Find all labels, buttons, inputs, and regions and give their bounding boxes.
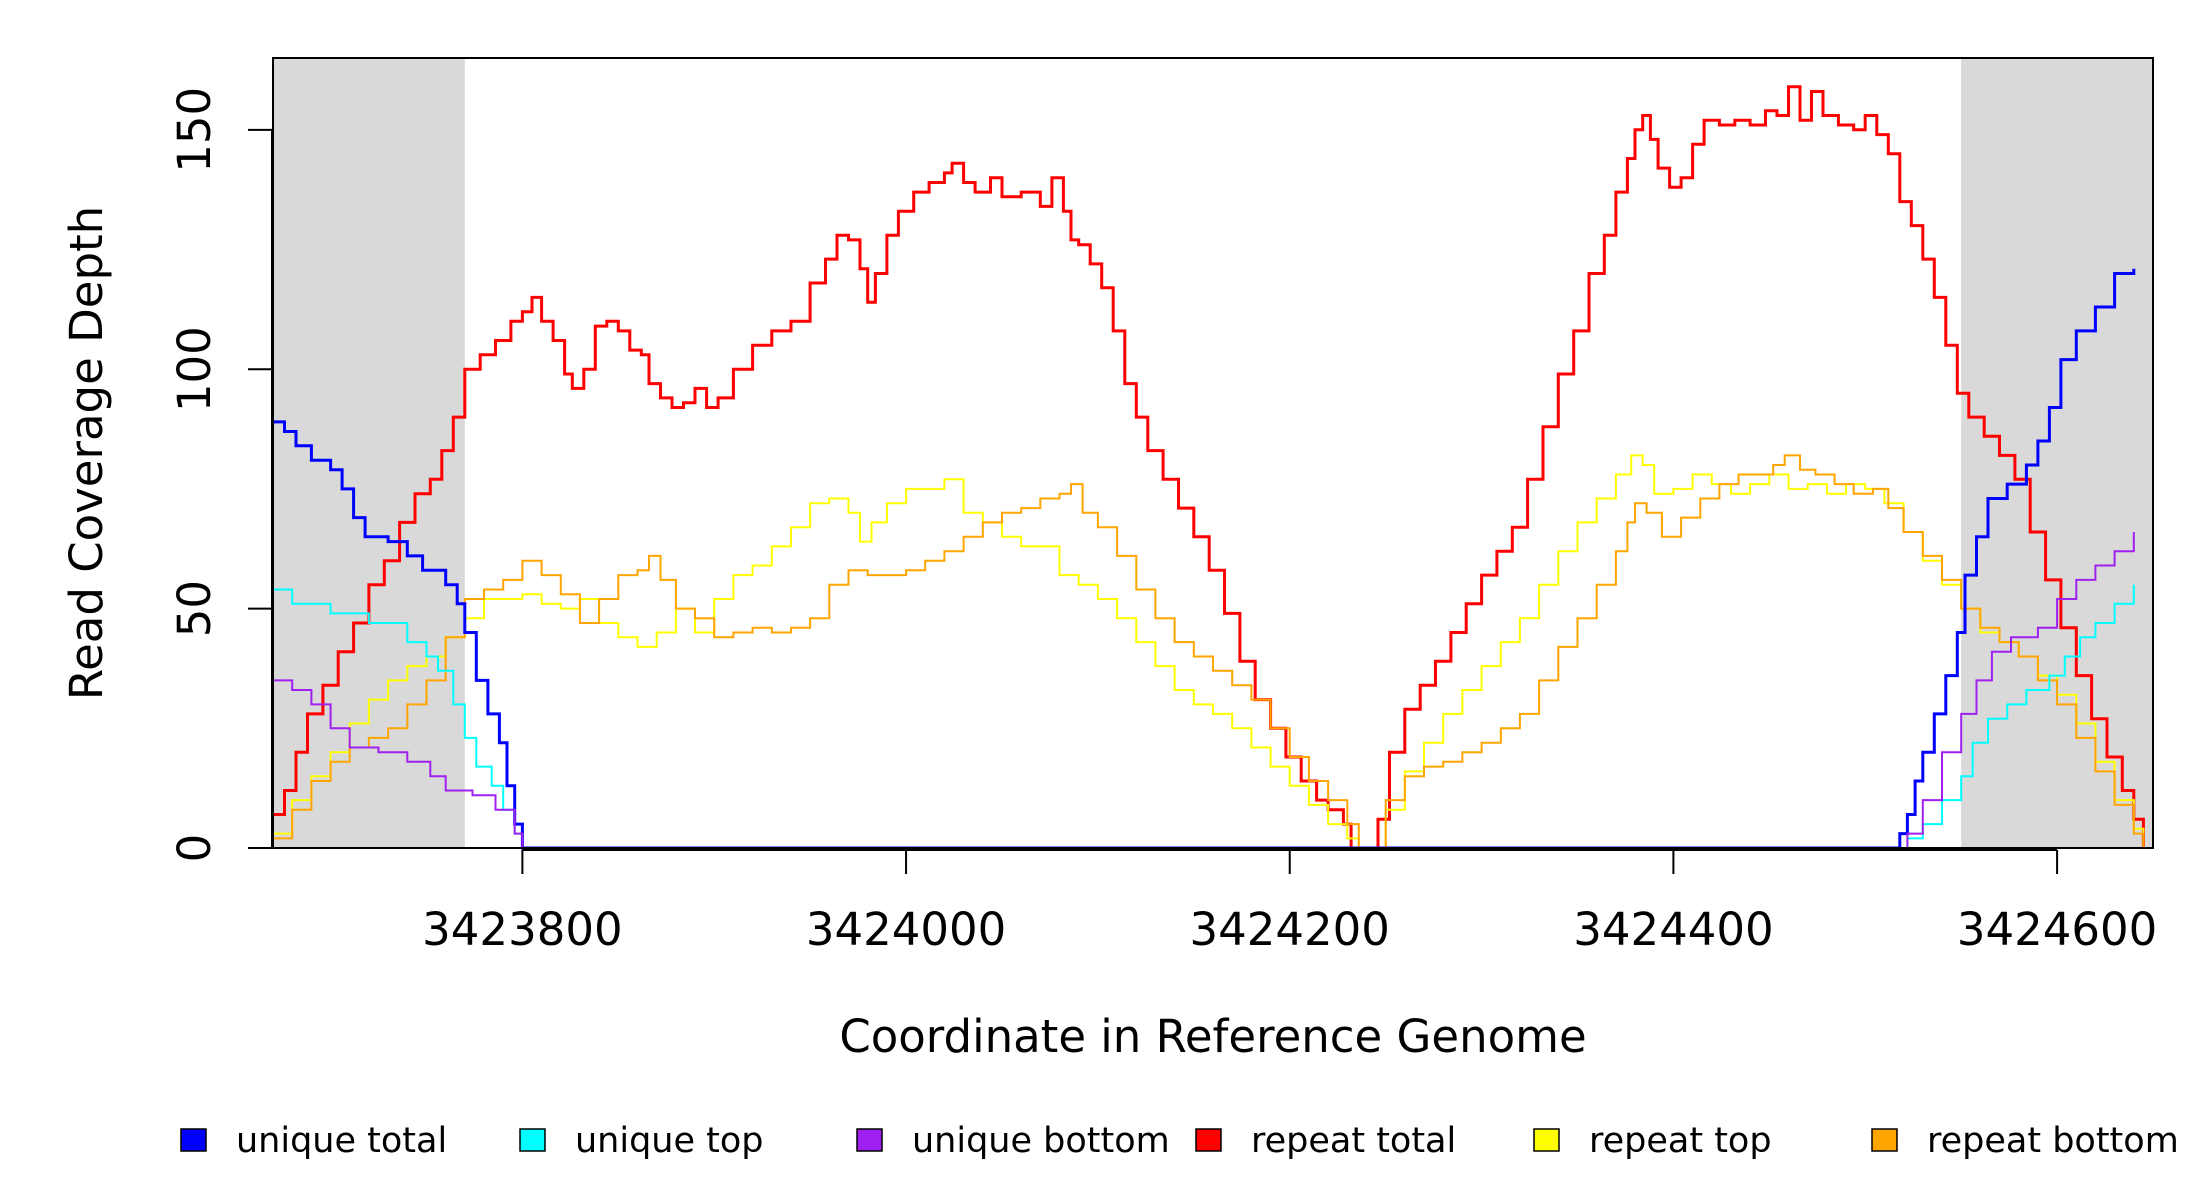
legend-label: unique total bbox=[236, 1121, 447, 1161]
legend: unique total unique top unique bottom repea… bbox=[180, 1121, 2179, 1161]
x-tick-label: 3424600 bbox=[1957, 903, 2157, 956]
legend-item-repeat-total: repeat total bbox=[1195, 1121, 1456, 1161]
legend-label: repeat bottom bbox=[1927, 1121, 2179, 1161]
legend-swatch bbox=[856, 1128, 883, 1152]
series-repeat-bottom bbox=[273, 454, 2145, 849]
y-axis-title: Read Coverage Depth bbox=[60, 206, 113, 700]
plot-frame bbox=[272, 57, 2154, 849]
legend-item-unique-top: unique top bbox=[519, 1121, 764, 1161]
legend-swatch bbox=[1195, 1128, 1222, 1152]
series-unique-top bbox=[273, 584, 2135, 849]
y-tick-label: 50 bbox=[168, 580, 221, 637]
legend-swatch bbox=[519, 1128, 546, 1152]
legend-item-repeat-top: repeat top bbox=[1533, 1121, 1772, 1161]
series-lines bbox=[273, 85, 2145, 850]
legend-label: unique bottom bbox=[912, 1121, 1170, 1161]
legend-label: repeat top bbox=[1589, 1121, 1772, 1161]
legend-item-unique-bottom: unique bottom bbox=[856, 1121, 1170, 1161]
legend-item-repeat-bottom: repeat bottom bbox=[1871, 1121, 2179, 1161]
x-tick-label: 3423800 bbox=[422, 903, 622, 956]
y-tick-label: 150 bbox=[168, 87, 221, 173]
legend-swatch bbox=[180, 1128, 207, 1152]
x-tick-label: 3424200 bbox=[1190, 903, 1390, 956]
shaded-region-1 bbox=[273, 58, 465, 848]
x-tick-label: 3424400 bbox=[1573, 903, 1773, 956]
x-tick-label: 3424000 bbox=[806, 903, 1006, 956]
x-axis-title: Coordinate in Reference Genome bbox=[839, 1010, 1586, 1063]
series-unique-total bbox=[273, 268, 2136, 850]
shaded-regions bbox=[273, 58, 2153, 848]
legend-label: unique top bbox=[575, 1121, 764, 1161]
legend-item-unique-total: unique total bbox=[180, 1121, 447, 1161]
series-repeat-total bbox=[273, 85, 2145, 850]
y-tick-label: 100 bbox=[168, 326, 221, 412]
series-unique-bottom bbox=[273, 532, 2135, 849]
series-repeat-top bbox=[273, 454, 2145, 849]
shaded-region-2 bbox=[1961, 58, 2153, 848]
legend-label: repeat total bbox=[1251, 1121, 1456, 1161]
legend-swatch bbox=[1871, 1128, 1898, 1152]
y-tick-label: 0 bbox=[168, 834, 221, 863]
legend-swatch bbox=[1533, 1128, 1560, 1152]
axes: 3423800 3424000 3424200 3424400 3424600 0 50 10… bbox=[168, 87, 2157, 956]
